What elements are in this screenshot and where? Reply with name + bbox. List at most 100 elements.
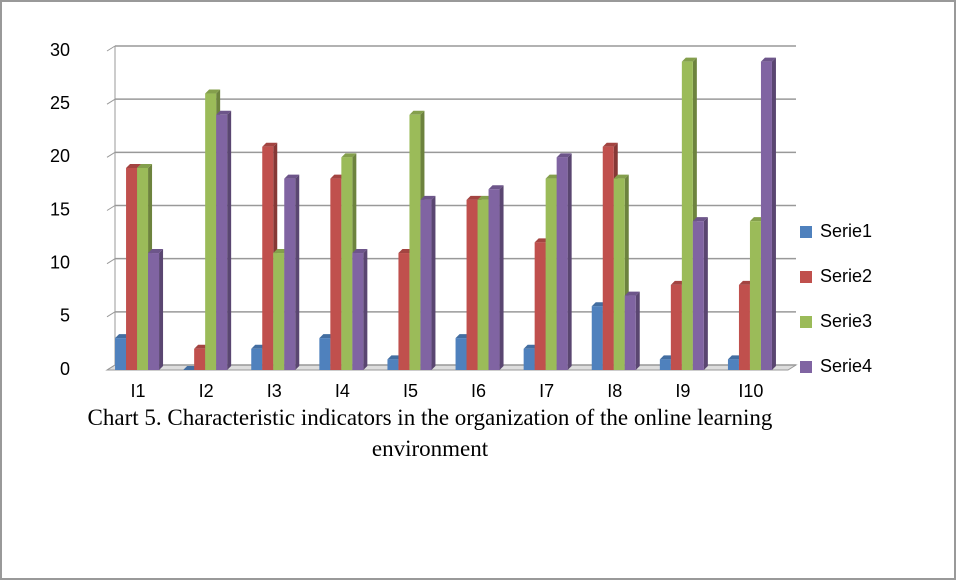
- bar: [738, 284, 750, 370]
- y-tick-label: 10: [50, 252, 70, 272]
- y-tick-label: 30: [50, 40, 70, 60]
- bar: [591, 306, 603, 370]
- grid-line-side: [106, 311, 116, 318]
- bar: [194, 348, 206, 370]
- legend-label: Serie1: [820, 221, 872, 241]
- bar: [409, 114, 421, 370]
- bar-top: [420, 195, 436, 200]
- grid-line-side: [106, 258, 116, 265]
- bar: [749, 221, 761, 370]
- y-tick-label: 15: [50, 199, 70, 219]
- x-tick-label: I2: [199, 381, 214, 401]
- x-tick-label: I3: [267, 381, 282, 401]
- y-tick-label: 20: [50, 146, 70, 166]
- bar: [659, 359, 671, 370]
- bar: [602, 146, 614, 370]
- bar: [398, 253, 410, 370]
- bar-top: [556, 153, 572, 158]
- bar-side: [431, 195, 436, 370]
- x-tick-label: I8: [607, 381, 622, 401]
- bar-top: [137, 163, 153, 168]
- bar: [488, 189, 500, 370]
- bar-top: [205, 89, 221, 94]
- bar: [148, 253, 160, 370]
- legend-label: Serie2: [820, 266, 872, 286]
- bar: [466, 199, 478, 370]
- bar: [352, 253, 364, 370]
- bar-side: [635, 291, 640, 370]
- x-tick-label: I6: [471, 381, 486, 401]
- bar: [545, 178, 557, 370]
- bar-side: [363, 249, 368, 370]
- bar-top: [624, 291, 640, 296]
- bar: [670, 284, 682, 370]
- bar-side: [499, 185, 504, 370]
- bar: [681, 61, 693, 371]
- bar-side: [227, 110, 232, 371]
- bar: [273, 253, 285, 370]
- bar-top: [760, 57, 776, 62]
- bar: [330, 178, 342, 370]
- bar: [251, 348, 263, 370]
- bar-side: [567, 153, 572, 370]
- x-tick-label: I4: [335, 381, 350, 401]
- bar-top: [613, 174, 629, 179]
- bar: [205, 93, 217, 371]
- legend-swatch: [800, 271, 812, 283]
- bar-top: [352, 249, 368, 254]
- bar: [126, 167, 138, 370]
- bar: [727, 359, 739, 370]
- grid-line-side: [106, 364, 116, 371]
- bar-top: [692, 217, 708, 222]
- bar: [534, 242, 546, 370]
- bar-top: [148, 249, 164, 254]
- bar-top: [409, 110, 425, 115]
- bar: [262, 146, 274, 370]
- bar-top: [341, 153, 357, 158]
- bar-side: [295, 174, 300, 370]
- grid-line-side: [106, 151, 116, 158]
- y-tick-label: 5: [60, 306, 70, 326]
- bar: [523, 348, 535, 370]
- bar-side: [703, 217, 708, 370]
- bar: [556, 157, 568, 370]
- bar: [420, 199, 432, 370]
- bar: [319, 338, 331, 370]
- bar: [216, 114, 228, 370]
- legend-label: Serie3: [820, 311, 872, 331]
- bar: [760, 61, 772, 371]
- bar: [692, 221, 704, 370]
- bar: [284, 178, 296, 370]
- bar: [137, 167, 149, 370]
- bar: [613, 178, 625, 370]
- x-tick-label: I7: [539, 381, 554, 401]
- bar: [477, 199, 489, 370]
- bar-side: [771, 57, 776, 371]
- x-tick-label: I1: [131, 381, 146, 401]
- grid-line-side: [106, 205, 116, 211]
- grid-line-side: [106, 45, 116, 52]
- bar: [624, 295, 636, 370]
- bar-top: [126, 163, 142, 168]
- bar-top: [216, 110, 232, 115]
- legend-swatch: [800, 226, 812, 238]
- legend-label: Serie4: [820, 356, 872, 376]
- bar-top: [602, 142, 618, 147]
- bar-top: [262, 142, 278, 147]
- legend-swatch: [800, 316, 812, 328]
- bar-side: [159, 249, 164, 370]
- bar-top: [466, 195, 482, 200]
- bar-top: [488, 185, 504, 190]
- x-tick-label: I5: [403, 381, 418, 401]
- legend-swatch: [800, 361, 812, 373]
- x-tick-label: I10: [738, 381, 763, 401]
- bar: [341, 157, 353, 370]
- bar-top: [681, 57, 697, 62]
- y-tick-label: 25: [50, 93, 70, 113]
- bar-top: [284, 174, 300, 179]
- chart-caption: Chart 5. Characteristic indicators in th…: [87, 405, 773, 461]
- bar: [387, 359, 399, 370]
- bar: [455, 338, 467, 370]
